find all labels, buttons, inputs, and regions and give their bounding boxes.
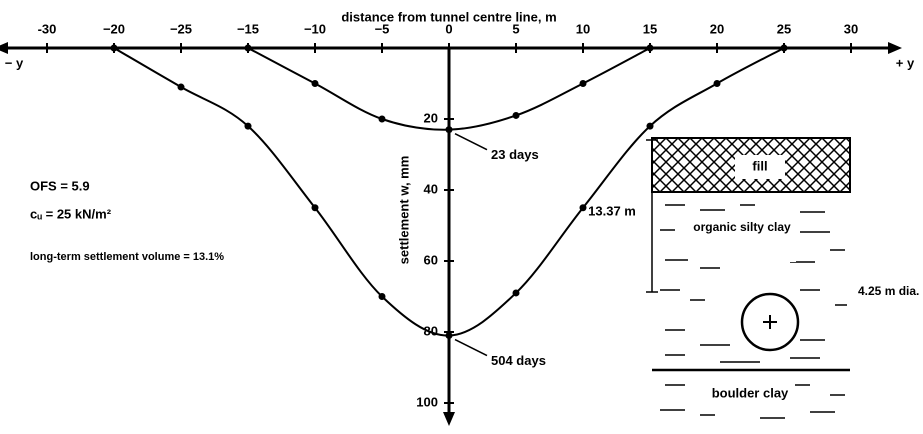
axis-arrow xyxy=(443,412,455,426)
data-point xyxy=(379,116,386,123)
data-point xyxy=(446,126,453,133)
layer-label: organic silty clay xyxy=(693,220,791,234)
data-point xyxy=(446,332,453,339)
annotation: cᵤ = 25 kN/m² xyxy=(30,206,112,221)
annotation: long-term settlement volume = 13.1% xyxy=(30,251,224,263)
annotation: OFS = 5.9 xyxy=(30,178,90,193)
series-label: 504 days xyxy=(491,353,546,368)
x-tick-label: 30 xyxy=(844,21,858,36)
y-tick-label: 40 xyxy=(424,181,438,196)
data-point xyxy=(312,204,319,211)
x-tick-label: −15 xyxy=(237,21,259,36)
x-tick-label: −20 xyxy=(103,21,125,36)
dimension-label: 4.25 m dia. xyxy=(858,284,919,298)
data-point xyxy=(647,45,654,52)
x-tick-label: 0 xyxy=(445,21,452,36)
x-tick-label: −25 xyxy=(170,21,192,36)
x-tick-label: -30 xyxy=(38,21,57,36)
y-tick-label: 100 xyxy=(416,394,438,409)
layer-label: boulder clay xyxy=(712,385,789,400)
data-point xyxy=(647,123,654,130)
series-label: 23 days xyxy=(491,147,539,162)
x-axis-end: + y xyxy=(896,55,915,70)
x-tick-label: 25 xyxy=(777,21,791,36)
data-point xyxy=(580,80,587,87)
x-tick-label: −10 xyxy=(304,21,326,36)
chart: distance from tunnel centre line, m − y … xyxy=(0,0,923,429)
y-axis-label: settlement w, mm xyxy=(396,156,411,265)
data-point xyxy=(178,84,185,91)
leader-line xyxy=(455,134,487,150)
x-tick-label: 10 xyxy=(576,21,590,36)
dimension-label: 13.37 m xyxy=(588,203,636,218)
data-point xyxy=(513,289,520,296)
data-point xyxy=(714,80,721,87)
data-point xyxy=(781,45,788,52)
x-tick-label: −5 xyxy=(375,21,390,36)
y-tick-label: 60 xyxy=(424,252,438,267)
data-point xyxy=(312,80,319,87)
y-tick-label: 20 xyxy=(424,110,438,125)
data-point xyxy=(379,293,386,300)
leader-line xyxy=(455,340,487,356)
data-point xyxy=(245,45,252,52)
x-tick-label: 20 xyxy=(710,21,724,36)
x-axis-end: − y xyxy=(5,55,24,70)
data-point xyxy=(111,45,118,52)
data-point xyxy=(245,123,252,130)
data-point xyxy=(513,112,520,119)
data-point xyxy=(580,204,587,211)
x-tick-label: 15 xyxy=(643,21,657,36)
x-tick-label: 5 xyxy=(512,21,519,36)
layer-label: fill xyxy=(752,158,767,173)
